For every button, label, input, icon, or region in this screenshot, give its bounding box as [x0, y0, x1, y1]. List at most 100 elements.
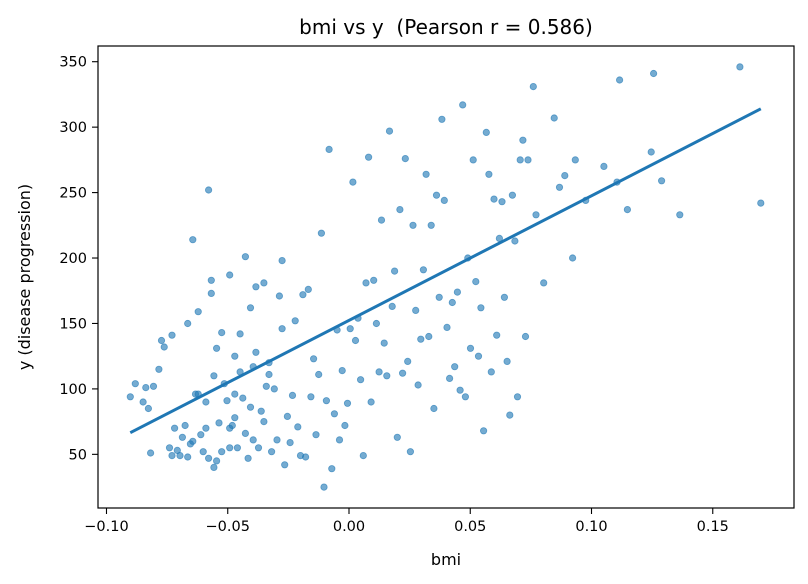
y-tick-label: 50 — [69, 447, 87, 463]
data-point — [218, 328, 226, 337]
data-point — [623, 206, 632, 214]
data-point — [657, 177, 666, 185]
data-point — [615, 76, 624, 84]
data-point — [550, 114, 558, 122]
data-point — [529, 83, 537, 91]
data-point — [241, 429, 249, 437]
x-tick-label: −0.10 — [84, 519, 128, 535]
data-point — [328, 465, 336, 473]
data-point — [322, 397, 330, 405]
data-point — [168, 331, 176, 339]
data-point — [568, 254, 577, 262]
data-point — [226, 271, 234, 279]
data-point — [142, 383, 150, 392]
data-point — [231, 352, 239, 360]
data-point — [456, 386, 464, 394]
data-point — [372, 319, 380, 328]
data-point — [252, 348, 260, 356]
data-point — [270, 385, 278, 393]
data-point — [422, 170, 430, 178]
data-point — [231, 390, 239, 398]
data-point — [286, 438, 294, 447]
data-point — [202, 424, 210, 432]
data-point — [149, 382, 158, 390]
data-point — [451, 363, 459, 371]
data-point — [364, 153, 373, 161]
data-point — [246, 304, 255, 312]
y-tick-label: 100 — [59, 382, 87, 398]
data-point — [207, 289, 215, 297]
x-axis-label: bmi — [431, 550, 461, 569]
data-point — [398, 369, 407, 377]
data-point — [440, 196, 448, 204]
data-point — [417, 335, 425, 343]
data-point — [409, 221, 417, 229]
data-point — [377, 216, 386, 224]
data-point — [469, 156, 477, 164]
data-point — [445, 374, 454, 382]
data-point — [487, 368, 495, 376]
data-point — [275, 292, 283, 300]
data-point — [380, 339, 388, 347]
data-point — [516, 156, 524, 164]
data-point — [472, 277, 480, 286]
data-point — [406, 448, 414, 456]
data-point — [346, 325, 354, 333]
data-point — [474, 352, 483, 360]
data-point — [317, 229, 325, 237]
data-point — [335, 436, 344, 444]
data-point — [231, 414, 239, 422]
data-point — [155, 365, 163, 373]
data-point — [199, 448, 207, 456]
data-point — [226, 444, 234, 452]
data-point — [205, 454, 213, 462]
data-point — [519, 136, 527, 144]
data-point — [147, 449, 155, 457]
data-point — [393, 433, 401, 441]
data-point — [493, 331, 501, 339]
data-point — [485, 170, 493, 178]
data-point — [257, 407, 265, 415]
chart-title: bmi vs y (Pearson r = 0.586) — [299, 15, 593, 39]
data-point — [252, 283, 260, 291]
data-point — [228, 421, 236, 430]
plot-frame — [97, 45, 795, 509]
data-point — [265, 370, 273, 379]
data-point — [466, 344, 475, 352]
data-point — [396, 206, 404, 214]
data-point — [571, 156, 579, 164]
data-point — [312, 431, 320, 439]
data-point — [349, 178, 357, 186]
data-points — [126, 63, 765, 491]
data-point — [210, 463, 218, 471]
data-point — [736, 63, 744, 71]
data-point — [404, 357, 412, 365]
data-point — [184, 319, 192, 328]
data-point — [281, 461, 289, 469]
data-point — [233, 444, 241, 452]
data-point — [181, 421, 189, 430]
data-point — [412, 306, 420, 314]
data-point — [157, 336, 166, 345]
data-point — [299, 291, 307, 299]
data-point — [260, 279, 268, 287]
data-point — [435, 293, 443, 301]
data-point — [236, 330, 244, 338]
data-point — [385, 127, 394, 135]
data-point — [461, 393, 469, 401]
x-tick-label: 0.00 — [333, 519, 365, 535]
data-point — [283, 412, 291, 420]
data-point — [459, 101, 467, 109]
data-point — [194, 308, 202, 316]
data-point — [359, 451, 367, 460]
data-point — [309, 355, 318, 363]
x-tick-label: 0.15 — [697, 519, 729, 535]
data-point — [343, 399, 352, 407]
data-point — [432, 191, 441, 199]
data-point — [301, 453, 310, 461]
data-point — [425, 332, 433, 341]
data-point — [600, 162, 608, 170]
data-point — [414, 381, 422, 389]
data-point — [438, 115, 446, 123]
